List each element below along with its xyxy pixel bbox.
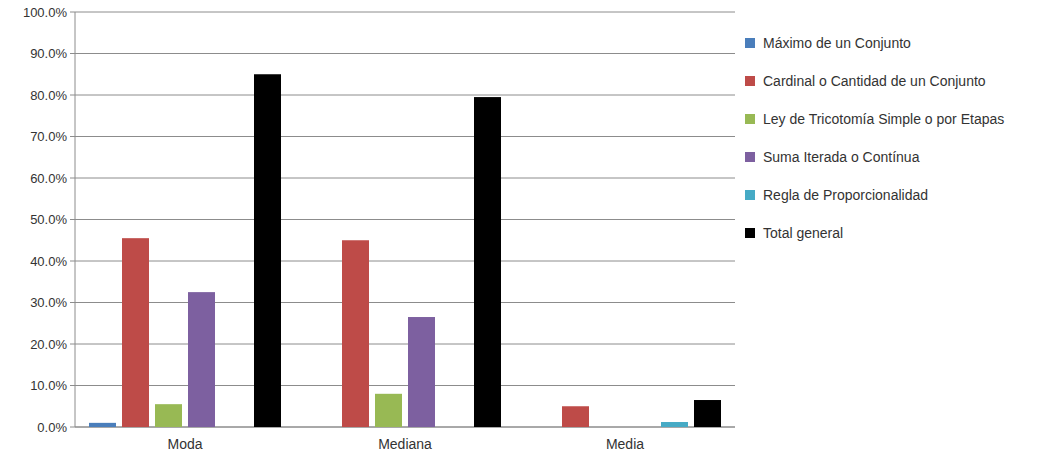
legend-line: Total general <box>763 225 843 241</box>
y-tick-label: 0.0% <box>37 420 67 435</box>
y-tick <box>70 53 75 54</box>
y-tick <box>70 261 75 262</box>
grid-line <box>75 261 735 262</box>
legend-line: Ley de Tricotomía Simple o por Etapas <box>763 111 1004 127</box>
y-tick-label: 10.0% <box>30 378 67 393</box>
y-tick <box>70 12 75 13</box>
grid-line <box>75 219 735 220</box>
legend-label: Cardinal o Cantidad de un Conjunto <box>763 73 986 89</box>
legend-swatch <box>745 76 755 86</box>
bar <box>155 404 182 427</box>
chart: 0.0% 10.0% 20.0% 30.0% 40.0% 50.0% 60.0% 70.0% 8… <box>0 0 1052 456</box>
grid-line <box>75 53 735 54</box>
x-tick-label: Mediana <box>378 436 432 452</box>
grid-line <box>75 95 735 96</box>
bar <box>254 74 281 427</box>
legend-label: Ley de Tricotomía Simple o por Etapas <box>763 111 1004 127</box>
legend-swatch <box>745 38 755 48</box>
y-tick <box>70 344 75 345</box>
legend-swatch <box>745 190 755 200</box>
legend-line: Máximo de un Conjunto <box>763 35 911 51</box>
y-tick <box>70 136 75 137</box>
y-tick-label: 50.0% <box>30 212 67 227</box>
y-tick-label: 70.0% <box>30 129 67 144</box>
y-tick <box>70 385 75 386</box>
grid-line <box>75 136 735 137</box>
y-tick-label: 20.0% <box>30 337 67 352</box>
legend-line: Suma Iterada o Contínua <box>763 149 920 165</box>
bar <box>342 240 369 427</box>
grid-line <box>75 385 735 386</box>
bar <box>122 238 149 427</box>
legend-swatch <box>745 228 755 238</box>
grid-line <box>75 178 735 179</box>
bar <box>408 317 435 427</box>
legend-label: Máximo de un Conjunto <box>763 35 911 51</box>
legend-label: Suma Iterada o Contínua <box>763 149 920 165</box>
x-tick-label: Moda <box>167 436 202 452</box>
bars <box>89 74 721 427</box>
grid-line <box>75 12 735 13</box>
bar <box>562 406 589 427</box>
y-axis <box>75 12 76 427</box>
legend-label: Total general <box>763 225 843 241</box>
y-tick <box>70 219 75 220</box>
grid-line <box>75 302 735 303</box>
y-tick <box>70 302 75 303</box>
legend-swatch <box>745 114 755 124</box>
y-tick-label: 80.0% <box>30 88 67 103</box>
y-tick <box>70 427 75 428</box>
y-tick <box>70 178 75 179</box>
legend-label: Regla de Proporcionalidad <box>763 187 928 203</box>
y-tick-label: 30.0% <box>30 295 67 310</box>
bar <box>188 292 215 427</box>
bar <box>661 422 688 427</box>
y-tick <box>70 95 75 96</box>
y-tick-label: 60.0% <box>30 171 67 186</box>
bar <box>375 394 402 427</box>
y-tick-label: 90.0% <box>30 46 67 61</box>
legend-line: Cardinal o Cantidad de un Conjunto <box>763 73 986 89</box>
y-tick-label: 40.0% <box>30 254 67 269</box>
legend-line: Regla de Proporcionalidad <box>763 187 928 203</box>
grid-line <box>75 344 735 345</box>
x-tick-label: Media <box>606 436 644 452</box>
bar <box>694 400 721 427</box>
y-tick-label: 100.0% <box>23 5 68 20</box>
legend-swatch <box>745 152 755 162</box>
bar <box>474 97 501 427</box>
bar <box>89 423 116 427</box>
